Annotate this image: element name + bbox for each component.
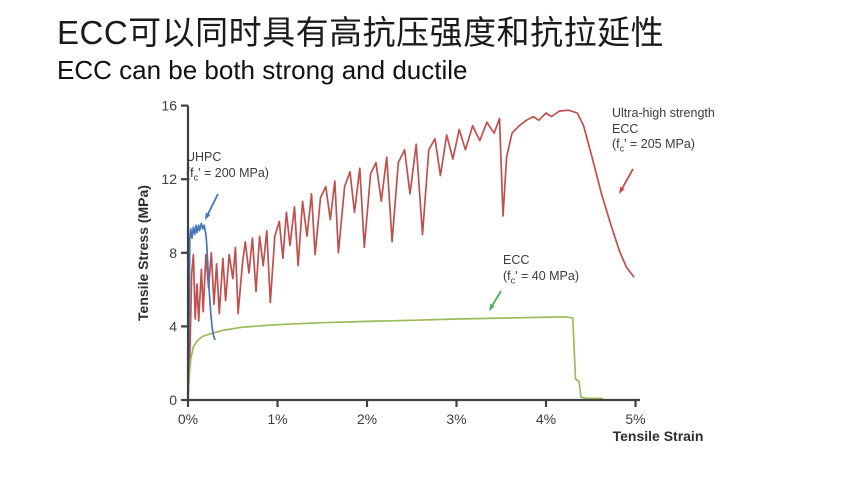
curve-ecc: [187, 315, 604, 401]
stress-strain-chart: 0% 1% 2% 3% 4% 5% 0 4 8 12 16 Tensile Stress (MPa)…: [130, 90, 750, 460]
x-tick-label: 3%: [446, 411, 466, 427]
x-tick-label: 5%: [625, 411, 645, 427]
ecc-arrow: [491, 290, 502, 306]
uhpc-annotation-name: UHPC: [186, 150, 222, 164]
x-tick-label: 2%: [357, 411, 377, 427]
x-tick-label: 1%: [267, 411, 287, 427]
ecc-arrowhead: [489, 303, 495, 311]
curve-ultra-high-strength-ecc: [187, 109, 635, 401]
y-axis-title: Tensile Stress (MPa): [135, 185, 151, 321]
ecc-annotation-name: ECC: [503, 253, 530, 267]
slide-title-english: ECC can be both strong and ductile: [57, 55, 468, 85]
uhpc-arrowhead: [205, 212, 211, 220]
x-tick-label: 0%: [178, 411, 198, 427]
chart-canvas: 0% 1% 2% 3% 4% 5% 0 4 8 12 16 Tensile Stress (MPa)…: [135, 98, 704, 444]
x-axis-title: Tensile Strain: [613, 428, 704, 444]
uhpc-annotation: UHPC (fc' = 200 MPa): [186, 150, 269, 182]
y-tick-label: 12: [161, 171, 177, 187]
curve-uhpc: [187, 222, 216, 401]
ultra-arrowhead: [619, 186, 625, 194]
y-tick-label: 16: [161, 98, 177, 114]
ultra-ecc-annotation: Ultra-high strength ECC (fc' = 205 MPa): [612, 106, 715, 153]
y-tick-label: 8: [169, 245, 177, 261]
slide-title-chinese: ECC可以同时具有高抗压强度和抗拉延性: [57, 14, 665, 51]
ecc-annotation: ECC (fc' = 40 MPa): [503, 253, 580, 285]
uhpc-annotation-strength: (fc' = 200 MPa): [186, 165, 269, 182]
ultra-ecc-annotation-name-line1: Ultra-high strength: [612, 106, 715, 120]
uhpc-arrow: [207, 193, 219, 215]
ecc-annotation-strength: (fc' = 40 MPa): [503, 268, 580, 285]
ultra-ecc-annotation-name-line2: ECC: [612, 121, 639, 136]
ultra-arrow: [621, 168, 634, 189]
y-tick-label: 4: [169, 318, 177, 334]
ultra-ecc-annotation-strength: (fc' = 205 MPa): [612, 137, 695, 154]
x-tick-label: 4%: [536, 411, 556, 427]
y-tick-label: 0: [169, 392, 177, 408]
